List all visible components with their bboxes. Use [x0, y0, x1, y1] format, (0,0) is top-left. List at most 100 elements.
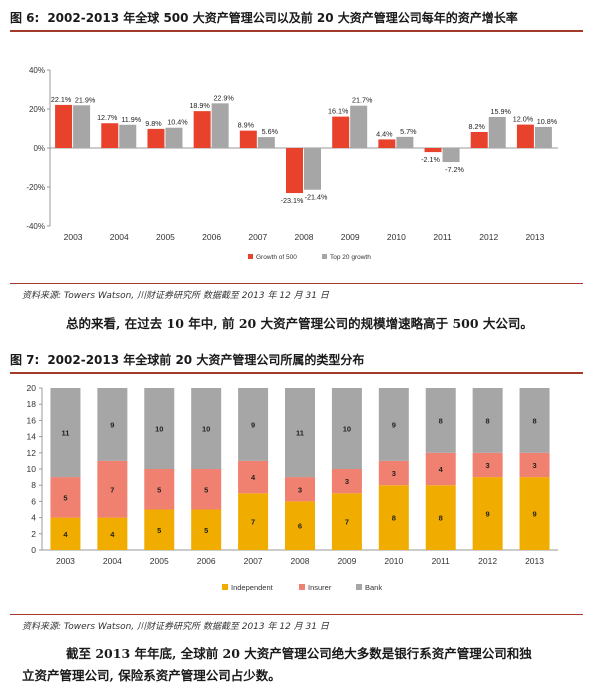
figure6-header: 图 6: 2002-2013 年全球 500 大资产管理公司以及前 20 大资产管… — [10, 4, 583, 32]
bar-growth-500-2011 — [424, 148, 442, 153]
bar-top20-2009 — [350, 105, 368, 148]
x-tick-label: 2007 — [248, 232, 267, 242]
data-label: 4 — [251, 473, 256, 482]
bar-independent-2011 — [425, 485, 456, 550]
data-label: 21.9% — [75, 95, 96, 104]
bar-insurer-2009 — [331, 469, 362, 494]
x-tick-label: 2009 — [341, 232, 360, 242]
data-label: 3 — [532, 461, 536, 470]
bar-insurer-2008 — [285, 477, 315, 502]
x-tick-label: 2004 — [103, 556, 122, 566]
data-label: 8 — [486, 416, 490, 425]
legend-label-2: Bank — [365, 583, 382, 592]
x-tick-label: 2003 — [64, 232, 83, 242]
legend-swatch-1 — [322, 254, 327, 259]
data-label: 8 — [439, 514, 443, 523]
x-tick-label: 2011 — [432, 556, 451, 566]
data-label: 3 — [298, 485, 302, 494]
bar-independent-2006 — [191, 509, 222, 550]
data-label: 5 — [204, 526, 208, 535]
bar-top20-2012 — [488, 116, 506, 148]
data-label: 5.6% — [262, 127, 279, 136]
bar-independent-2008 — [285, 501, 315, 550]
source1-text: 资料来源: Towers Watson, 川财证券研究所 数据截至 2013 年… — [22, 291, 329, 301]
data-label: 3 — [345, 477, 349, 486]
bar-growth-500-2013 — [516, 124, 534, 148]
data-label: 22.1% — [51, 95, 72, 104]
bar-independent-2004 — [97, 517, 128, 550]
x-tick-label: 2013 — [525, 232, 544, 242]
data-label: 22.9% — [213, 93, 234, 102]
data-label: -21.4% — [305, 193, 328, 202]
figure6-title-text: 2002-2013 年全球 500 大资产管理公司以及前 20 大资产管理公司每… — [47, 11, 518, 25]
data-label: 3 — [392, 469, 396, 478]
bar-growth-500-2004 — [101, 123, 119, 148]
bar-top20-2003 — [73, 105, 91, 148]
data-label: 7 — [345, 518, 349, 527]
x-tick-label: 2012 — [478, 556, 497, 566]
y-tick-label: 20 — [27, 383, 37, 393]
bar-growth-500-2007 — [239, 130, 257, 148]
x-tick-label: 2006 — [197, 556, 216, 566]
bar-bank-2008 — [285, 388, 315, 478]
data-label: 11 — [61, 429, 69, 438]
y-tick-label: 8 — [31, 480, 36, 490]
bar-independent-2012 — [472, 477, 503, 550]
data-label: -7.2% — [445, 165, 464, 174]
y-tick-label: 18 — [27, 399, 37, 409]
bar-insurer-2003 — [50, 477, 81, 518]
y-tick-label: 16 — [27, 415, 37, 425]
bar-insurer-2005 — [144, 469, 175, 510]
source1-divider — [10, 283, 583, 284]
y-tick-label: 14 — [27, 432, 37, 442]
figure7-label: 图 7: — [10, 353, 40, 367]
bar-bank-2007 — [238, 388, 269, 461]
y-tick-label: 10 — [27, 464, 37, 474]
x-tick-label: 2011 — [433, 232, 452, 242]
figure7-header: 图 7: 2002-2013 年全球前 20 大资产管理公司所属的类型分布 — [10, 346, 583, 374]
bar-insurer-2011 — [425, 452, 456, 486]
x-tick-label: 2006 — [202, 232, 221, 242]
data-label: 7 — [251, 518, 255, 527]
y-tick-label: -20% — [26, 183, 45, 192]
bar-insurer-2013 — [519, 452, 550, 478]
data-label: 6 — [298, 522, 302, 531]
y-tick-label: 2 — [31, 529, 36, 539]
y-tick-label: 20% — [29, 105, 45, 114]
bar-growth-500-2012 — [470, 132, 488, 148]
legend-label-1: Insurer — [308, 583, 332, 592]
data-label: 8.2% — [469, 122, 486, 131]
bar-top20-2010 — [396, 136, 414, 148]
bar-bank-2011 — [425, 388, 456, 453]
x-tick-label: 2012 — [479, 232, 498, 242]
x-tick-label: 2005 — [156, 232, 175, 242]
data-label: 11.9% — [121, 115, 141, 124]
data-label: 12.7% — [97, 113, 118, 122]
bar-insurer-2006 — [191, 469, 222, 510]
x-tick-label: 2004 — [110, 232, 129, 242]
data-label: 8 — [392, 514, 396, 523]
data-label: 11 — [296, 429, 304, 438]
x-tick-label: 2009 — [337, 556, 356, 566]
paragraph2-line1: 截至 2013 年年底, 全球前 20 大资产管理公司绝大多数是银行系资产管理公… — [66, 646, 532, 661]
bar-growth-500-2009 — [332, 116, 350, 148]
data-label: 7 — [110, 485, 114, 494]
data-label: 10.8% — [537, 117, 558, 126]
bar-top20-2004 — [119, 124, 137, 148]
data-label: 4.4% — [376, 129, 393, 138]
data-label: 5 — [63, 493, 67, 502]
y-tick-label: 0 — [31, 545, 36, 555]
y-tick-label: 6 — [31, 496, 36, 506]
data-label: 8 — [532, 416, 536, 425]
figure7-title-text: 2002-2013 年全球前 20 大资产管理公司所属的类型分布 — [47, 353, 365, 367]
legend-swatch-1 — [299, 584, 305, 590]
data-label: -2.1% — [421, 155, 440, 164]
source2-text: 资料来源: Towers Watson, 川财证券研究所 数据截至 2013 年… — [22, 622, 329, 632]
bar-insurer-2007 — [238, 460, 269, 494]
x-tick-label: 2008 — [295, 232, 314, 242]
data-label: 9.8% — [145, 119, 162, 128]
bar-growth-500-2005 — [147, 128, 165, 148]
data-label: 12.0% — [513, 115, 534, 124]
bar-bank-2006 — [191, 388, 222, 469]
y-tick-label: 0% — [33, 144, 45, 153]
